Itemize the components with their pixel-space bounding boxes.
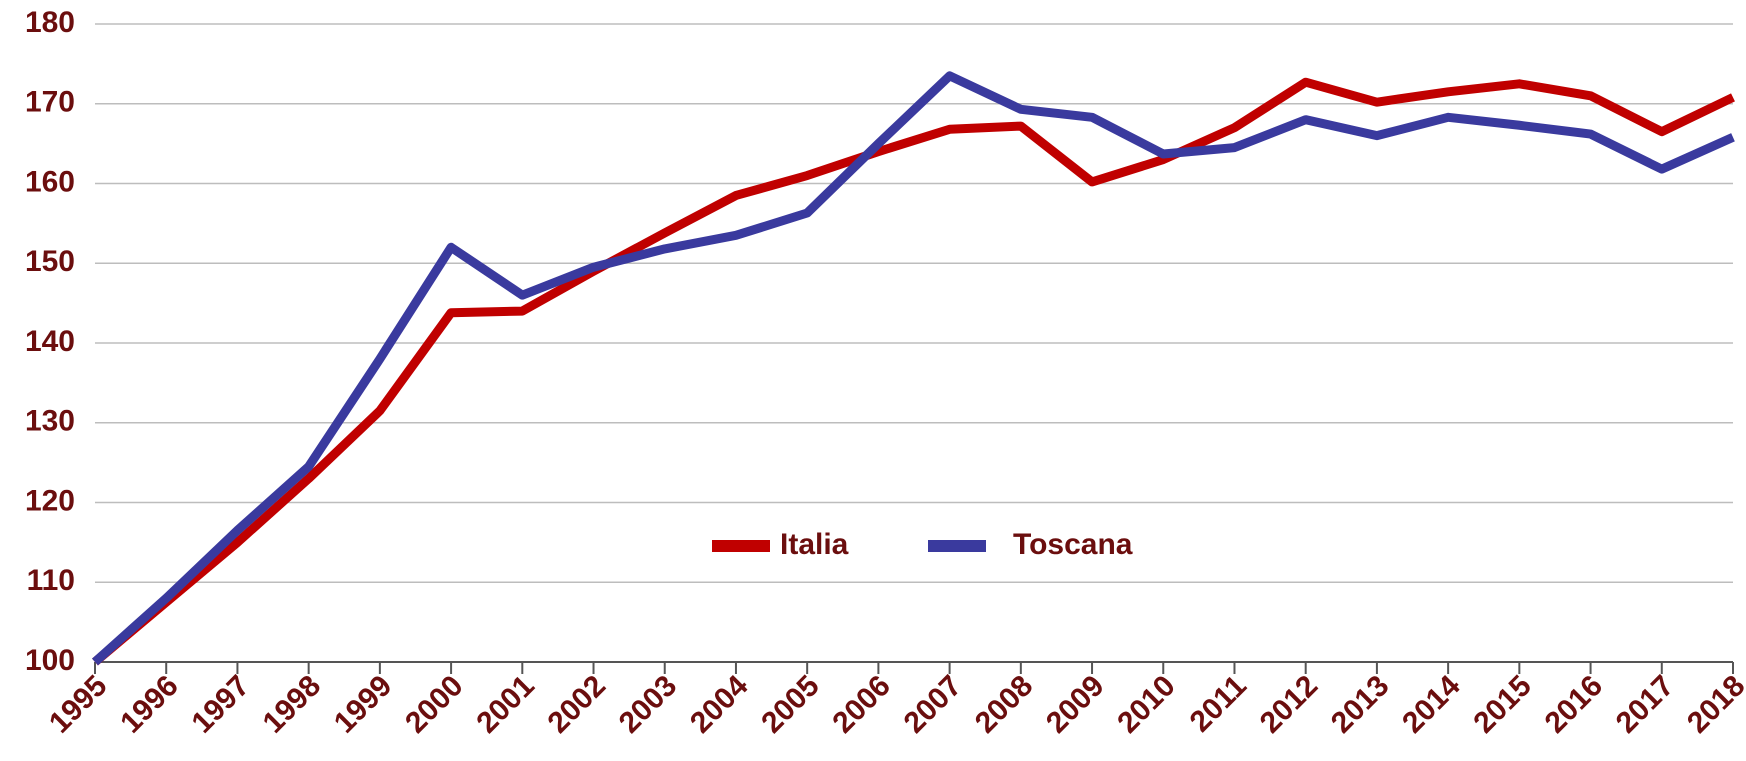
x-tick-label: 2012 bbox=[1254, 669, 1325, 740]
line-series bbox=[91, 71, 1735, 666]
x-tick-label: 2006 bbox=[826, 669, 897, 740]
x-tick-label: 1999 bbox=[328, 669, 399, 740]
y-tick-label: 160 bbox=[25, 165, 75, 198]
x-tick-label: 2007 bbox=[898, 669, 969, 740]
x-tick-label: 2009 bbox=[1040, 669, 1111, 740]
x-tick-label: 2013 bbox=[1325, 669, 1396, 740]
y-tick-label: 110 bbox=[27, 564, 75, 597]
legend-label: Toscana bbox=[1013, 528, 1133, 561]
x-tick-label: 2004 bbox=[684, 669, 755, 740]
y-tick-label: 180 bbox=[25, 6, 75, 39]
x-tick-label: 2011 bbox=[1184, 669, 1253, 738]
y-tick-label: 100 bbox=[25, 644, 75, 677]
x-tick-label: 2015 bbox=[1467, 669, 1538, 740]
x-tick-label: 1996 bbox=[114, 669, 185, 740]
legend-label: Italia bbox=[780, 528, 849, 561]
x-tick-label: 2002 bbox=[542, 669, 613, 740]
x-tick-label: 2000 bbox=[399, 669, 470, 740]
x-tick-label: 1998 bbox=[257, 669, 328, 740]
x-tick-label: 1995 bbox=[43, 669, 114, 740]
y-tick-label: 140 bbox=[25, 325, 75, 358]
y-tick-label: 150 bbox=[25, 245, 75, 278]
line-series bbox=[92, 77, 1735, 666]
x-tick-label: 2017 bbox=[1610, 669, 1681, 740]
x-tick-label: 2003 bbox=[613, 669, 684, 740]
x-tick-label: 2008 bbox=[969, 669, 1040, 740]
x-tick-label: 2010 bbox=[1111, 669, 1182, 740]
y-tick-label: 170 bbox=[25, 86, 75, 119]
x-tick-label: 2016 bbox=[1539, 669, 1610, 740]
y-tick-label: 120 bbox=[25, 484, 75, 517]
x-tick-label: 2005 bbox=[755, 669, 826, 740]
x-tick-label: 1997 bbox=[185, 669, 256, 740]
y-tick-label: 130 bbox=[25, 405, 75, 438]
x-tick-label: 2014 bbox=[1396, 669, 1467, 740]
x-tick-label: 2001 bbox=[470, 669, 541, 740]
x-tick-label: 2018 bbox=[1681, 669, 1746, 740]
